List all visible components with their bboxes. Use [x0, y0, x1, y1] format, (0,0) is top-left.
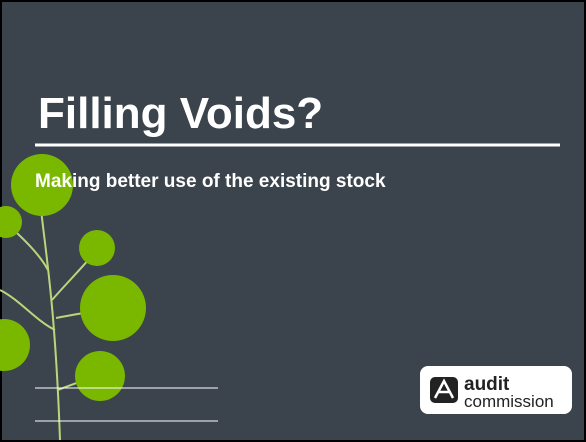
logo-line2: commission: [464, 392, 554, 411]
logo: audit commission: [420, 366, 572, 414]
slide-subtitle: Making better use of the existing stock: [35, 171, 386, 192]
slide: Filling Voids? Making better use of the …: [0, 0, 586, 442]
page: Filling Voids? Making better use of the …: [0, 0, 586, 442]
slide-title: Filling Voids?: [38, 89, 323, 138]
